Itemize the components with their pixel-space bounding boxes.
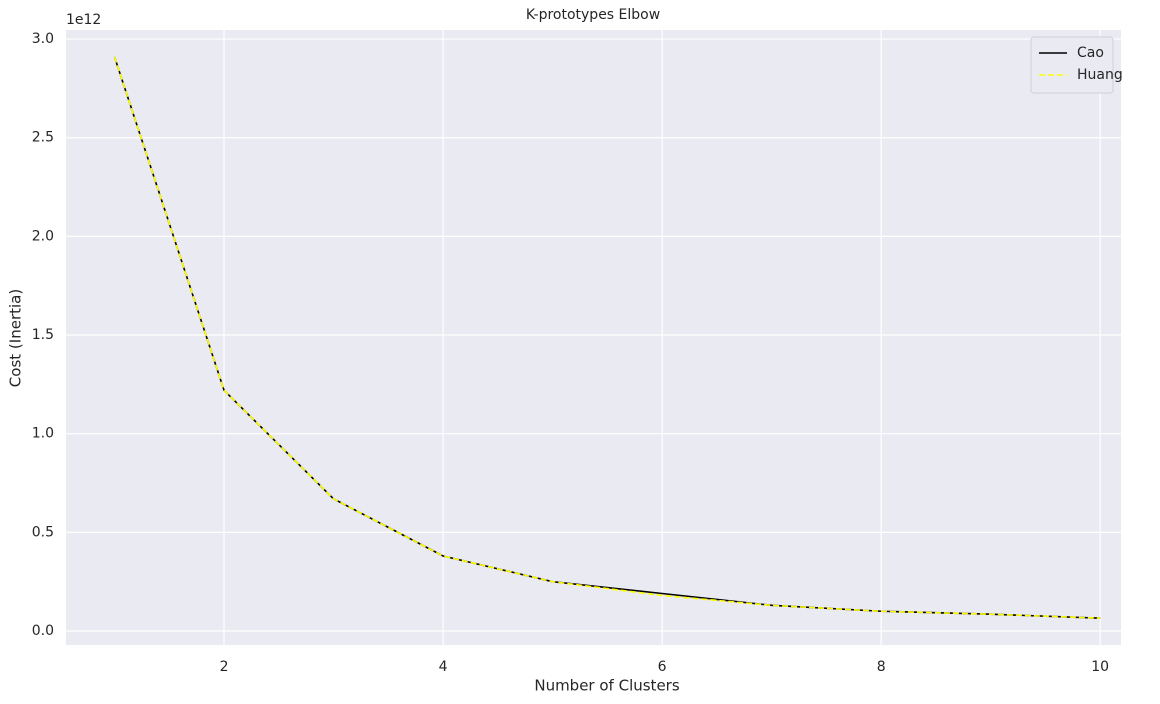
- y-tick-label: 1.5: [32, 327, 54, 343]
- legend-label: Cao: [1077, 45, 1104, 61]
- x-tick-label: 8: [877, 659, 886, 675]
- x-axis-label: Number of Clusters: [534, 677, 679, 695]
- y-tick-label: 3.0: [32, 31, 54, 47]
- chart-title: K-prototypes Elbow: [526, 7, 660, 23]
- y-tick-label: 2.0: [32, 228, 54, 244]
- y-axis-label: Cost (Inertia): [7, 289, 25, 387]
- y-tick-label: 2.5: [32, 130, 54, 146]
- x-tick-label: 2: [220, 659, 229, 675]
- x-tick-label: 6: [658, 659, 667, 675]
- x-tick-label: 10: [1091, 659, 1109, 675]
- legend: Cao Huang: [1030, 36, 1123, 94]
- legend-box: [1030, 36, 1114, 94]
- series-line: [113, 56, 1101, 619]
- y-tick-label: 1.0: [32, 426, 54, 442]
- y-offset-text: 1e12: [66, 12, 101, 28]
- y-tick-label: 0.5: [32, 524, 54, 540]
- x-tick-label: 4: [439, 659, 448, 675]
- plot-area: [66, 30, 1121, 645]
- y-tick-label: 0.0: [32, 623, 54, 639]
- legend-label: Huang: [1077, 67, 1123, 83]
